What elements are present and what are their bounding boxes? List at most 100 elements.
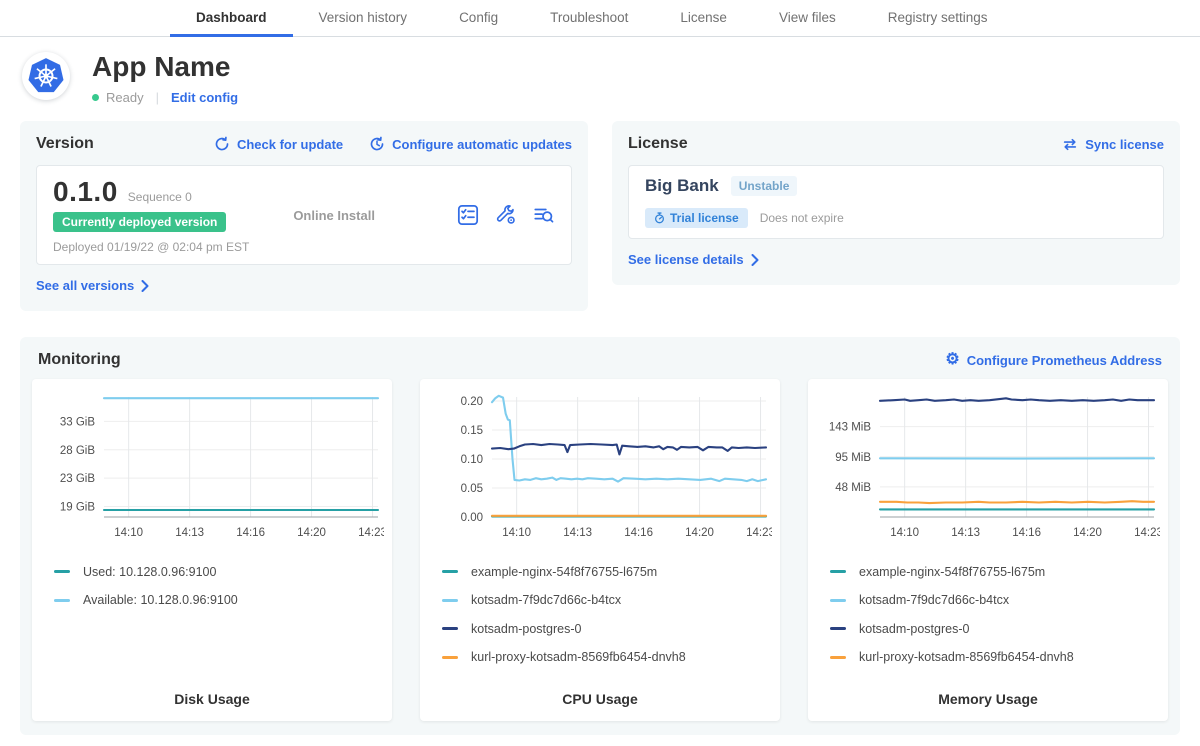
- version-panel-title: Version: [36, 135, 94, 153]
- tab-registry-settings[interactable]: Registry settings: [887, 9, 988, 25]
- top-navbar: Dashboard Version history Config Troublesho…: [0, 0, 1200, 37]
- channel-badge: Unstable: [730, 176, 798, 197]
- legend-label: example-nginx-54f8f76755-l675m: [859, 564, 1046, 579]
- tab-dashboard[interactable]: Dashboard: [170, 0, 293, 37]
- svg-text:0.10: 0.10: [461, 454, 483, 466]
- tab-license[interactable]: License: [680, 9, 727, 25]
- legend-item: kotsadm-postgres-0: [830, 614, 1160, 643]
- legend-dash-icon: [442, 570, 458, 574]
- monitoring-panel: Monitoring ⚙ Configure Prometheus Addres…: [20, 337, 1180, 736]
- svg-text:0.20: 0.20: [461, 396, 483, 408]
- license-panel: License Sync license Big Bank Unstable: [612, 121, 1180, 286]
- monitoring-title: Monitoring: [38, 351, 121, 369]
- charts-row: 19 GiB 23 GiB 28 GiB 33 GiB 14:10 14:13 14:16 1…: [32, 379, 1168, 722]
- legend-label: kotsadm-postgres-0: [471, 621, 582, 636]
- legend-label: Used: 10.128.0.96:9100: [83, 564, 217, 579]
- chart-card: 0.00 0.05 0.10 0.15 0.20 14:10 14:13 14:16 14:20…: [420, 379, 780, 722]
- top-panels-row: Version Check for update Configure au: [20, 121, 1180, 312]
- chart-title: CPU Usage: [562, 691, 638, 708]
- svg-text:48 MiB: 48 MiB: [835, 482, 871, 494]
- app-header: App Name Ready | Edit config: [0, 37, 1200, 115]
- legend-item: example-nginx-54f8f76755-l675m: [830, 557, 1160, 586]
- svg-text:14:10: 14:10: [502, 527, 531, 539]
- see-license-details-link[interactable]: See license details: [628, 252, 759, 267]
- legend-label: example-nginx-54f8f76755-l675m: [471, 564, 658, 579]
- legend-item: kotsadm-7f9dc7d66c-b4tcx: [442, 586, 772, 615]
- legend-item: example-nginx-54f8f76755-l675m: [442, 557, 772, 586]
- license-expiry: Does not expire: [759, 211, 844, 226]
- svg-text:14:20: 14:20: [297, 527, 326, 539]
- svg-text:14:10: 14:10: [890, 527, 919, 539]
- legend-label: kurl-proxy-kotsadm-8569fb6454-dnvh8: [471, 650, 686, 665]
- chart-card: 19 GiB 23 GiB 28 GiB 33 GiB 14:10 14:13 14:16 1…: [32, 379, 392, 722]
- tab-view-files[interactable]: View files: [778, 9, 836, 25]
- see-all-versions-link[interactable]: See all versions: [36, 278, 149, 293]
- stopwatch-icon: [655, 212, 664, 224]
- customer-name: Big Bank: [645, 176, 719, 196]
- legend-dash-icon: [830, 598, 846, 602]
- chart-title: Memory Usage: [938, 691, 1038, 708]
- view-config-button[interactable]: [495, 204, 517, 226]
- legend-label: Available: 10.128.0.96:9100: [83, 593, 238, 608]
- status-dot: [92, 94, 99, 102]
- tab-version-history[interactable]: Version history: [318, 9, 408, 25]
- chevron-right-icon: [141, 279, 149, 292]
- legend-dash-icon: [830, 655, 846, 659]
- legend-item: Available: 10.128.0.96:9100: [54, 586, 384, 615]
- legend-dash-icon: [54, 598, 70, 602]
- svg-text:14:16: 14:16: [236, 527, 265, 539]
- license-card: Big Bank Unstable Trial license Does not…: [628, 165, 1164, 240]
- legend-item: Used: 10.128.0.96:9100: [54, 557, 384, 586]
- legend-label: kotsadm-postgres-0: [859, 621, 970, 636]
- legend-label: kotsadm-7f9dc7d66c-b4tcx: [859, 593, 1010, 608]
- chart-title: Disk Usage: [174, 691, 250, 708]
- svg-text:0.15: 0.15: [461, 425, 483, 437]
- tab-troubleshoot[interactable]: Troubleshoot: [550, 9, 629, 25]
- sync-license-button[interactable]: Sync license: [1062, 137, 1164, 152]
- app-avatar: [22, 52, 70, 100]
- deployed-timestamp: Deployed 01/19/22 @ 02:04 pm EST: [53, 240, 250, 255]
- gear-icon: ⚙: [945, 351, 960, 369]
- preflight-checks-button[interactable]: [457, 204, 479, 226]
- svg-text:143 MiB: 143 MiB: [829, 422, 872, 434]
- version-panel: Version Check for update Configure au: [20, 121, 588, 312]
- svg-text:14:20: 14:20: [685, 527, 714, 539]
- configure-automatic-updates-button[interactable]: Configure automatic updates: [369, 136, 572, 152]
- chart-legend: Used: 10.128.0.96:9100 Available: 10.128.…: [40, 557, 384, 614]
- svg-text:14:13: 14:13: [951, 527, 980, 539]
- logs-search-icon: [534, 209, 554, 223]
- svg-text:0.05: 0.05: [461, 483, 483, 495]
- svg-text:14:23: 14:23: [1134, 527, 1160, 539]
- svg-text:33 GiB: 33 GiB: [60, 417, 95, 429]
- legend-dash-icon: [830, 627, 846, 631]
- chart-legend: example-nginx-54f8f76755-l675m kotsadm-7f…: [816, 557, 1160, 671]
- legend-dash-icon: [442, 598, 458, 602]
- status-badge: Ready: [106, 90, 144, 106]
- deployed-badge: Currently deployed version: [53, 212, 227, 233]
- svg-text:0.00: 0.00: [461, 512, 483, 524]
- disk-usage-chart: 19 GiB 23 GiB 28 GiB 33 GiB 14:10 14:13 14:16 1…: [60, 397, 384, 539]
- svg-text:14:13: 14:13: [175, 527, 204, 539]
- chart-card: 48 MiB 95 MiB 143 MiB 14:10 14:13 14:16 14:20 1…: [808, 379, 1168, 722]
- svg-text:14:10: 14:10: [114, 527, 143, 539]
- clock-refresh-icon: [370, 137, 384, 151]
- legend-label: kurl-proxy-kotsadm-8569fb6454-dnvh8: [859, 650, 1074, 665]
- tab-config[interactable]: Config: [459, 9, 499, 25]
- divider: |: [155, 90, 159, 106]
- check-for-update-button[interactable]: Check for update: [214, 136, 343, 152]
- deploy-logs-button[interactable]: [533, 204, 555, 226]
- edit-config-link[interactable]: Edit config: [170, 90, 239, 106]
- configure-prometheus-button[interactable]: ⚙ Configure Prometheus Address: [945, 351, 1162, 369]
- svg-text:28 GiB: 28 GiB: [60, 445, 95, 457]
- legend-item: kotsadm-7f9dc7d66c-b4tcx: [830, 586, 1160, 615]
- current-version-card: 0.1.0 Sequence 0 Currently deployed vers…: [36, 165, 572, 266]
- kubernetes-logo-icon: [28, 58, 64, 93]
- chart-legend: example-nginx-54f8f76755-l675m kotsadm-7f…: [428, 557, 772, 671]
- refresh-icon: [215, 137, 229, 151]
- svg-text:14:16: 14:16: [624, 527, 653, 539]
- svg-text:14:20: 14:20: [1073, 527, 1102, 539]
- page-title: App Name: [92, 51, 231, 82]
- cpu-usage-chart: 0.00 0.05 0.10 0.15 0.20 14:10 14:13 14:16 14:20…: [461, 395, 772, 539]
- svg-text:95 MiB: 95 MiB: [835, 452, 871, 464]
- install-type-label: Online Install: [293, 207, 375, 223]
